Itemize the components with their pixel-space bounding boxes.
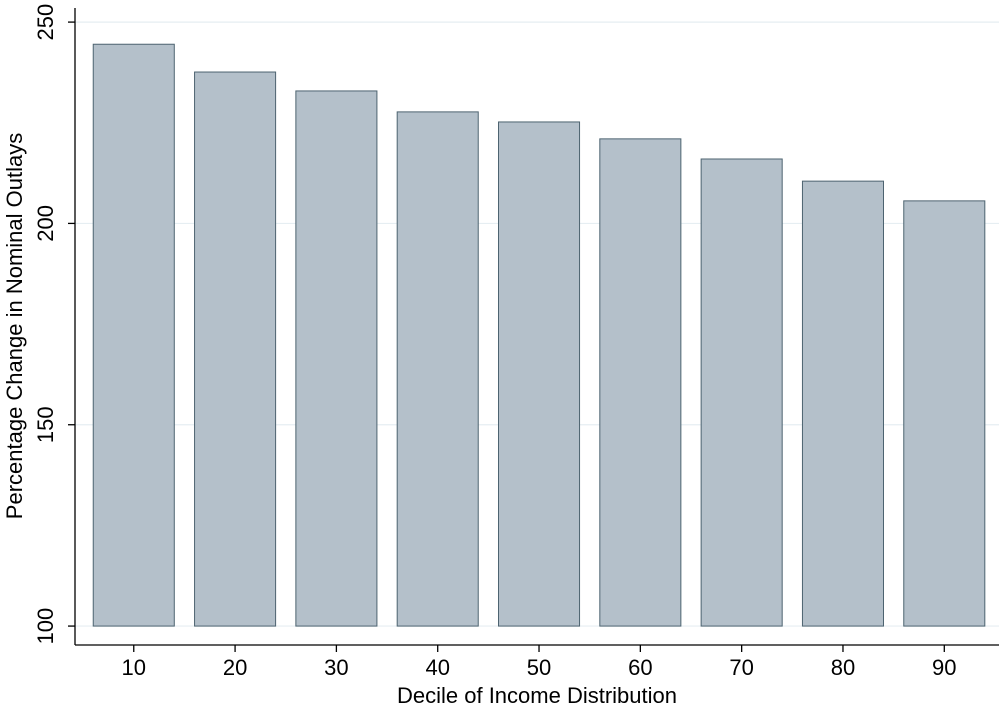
x-tick-label: 40 [425,655,449,680]
bar [295,90,378,627]
x-axis-title: Decile of Income Distribution [397,683,677,708]
x-tick-label: 60 [628,655,652,680]
bar [801,180,885,627]
y-tick-label: 100 [33,608,58,645]
x-tick-label: 90 [932,655,956,680]
y-axis-title: Percentage Change in Nominal Outlays [2,133,27,519]
bar [700,158,783,627]
x-tick-label: 30 [324,655,348,680]
y-tick-label: 250 [33,4,58,41]
x-tick-label: 20 [223,655,247,680]
x-tick-label: 80 [831,655,855,680]
bar [92,43,175,627]
y-tick-label: 200 [33,205,58,242]
x-tick-label: 70 [729,655,753,680]
x-tick-label: 50 [527,655,551,680]
bar [903,200,986,627]
y-tick-label: 150 [33,406,58,443]
bar [396,111,479,627]
bar [498,121,581,627]
bar [194,71,277,627]
x-tick-label: 10 [122,655,146,680]
bar [599,138,682,627]
